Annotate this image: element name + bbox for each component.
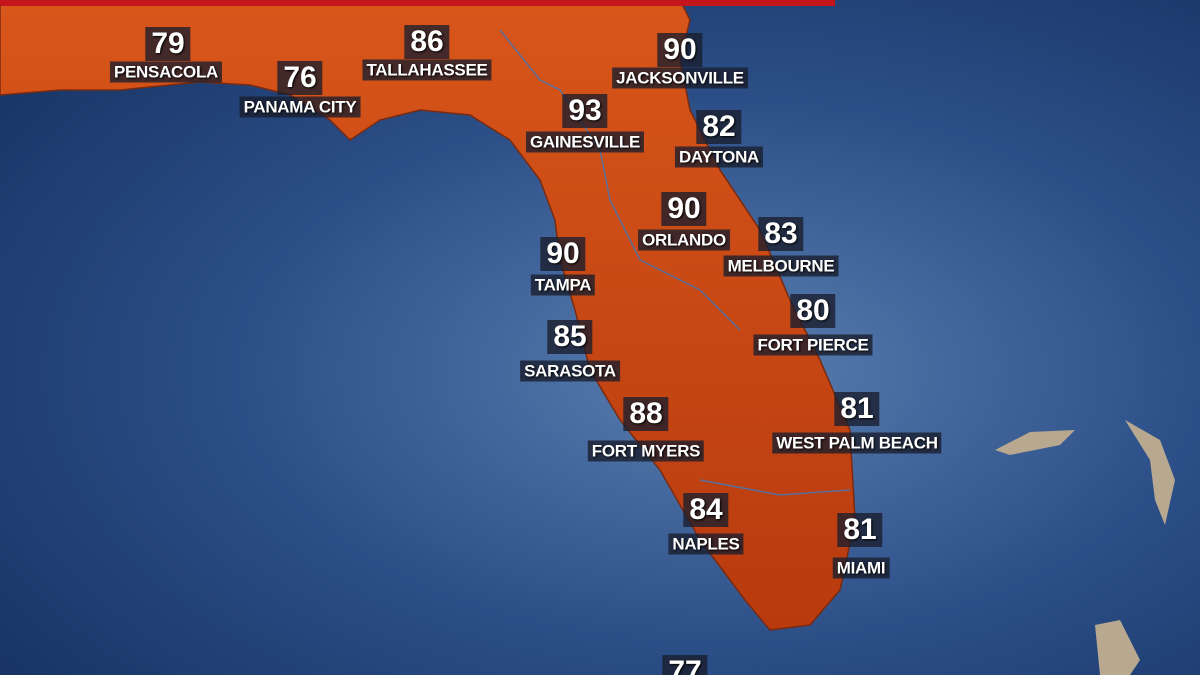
city-temperature: 93 [562,94,608,128]
city-temperature: 88 [623,397,669,431]
city-name: SARASOTA [520,360,620,382]
city-temperature: 90 [657,33,703,67]
city-name: PANAMA CITY [239,96,361,118]
city-temperature: 84 [683,493,729,527]
city-temperature: 77 [662,655,708,675]
city-name: ORLANDO [638,229,730,251]
city-name: MIAMI [832,557,890,579]
city-temperature: 76 [277,61,323,95]
city-name: PENSACOLA [109,61,223,83]
city-name: FORT PIERCE [753,334,873,356]
bahamas [995,420,1175,675]
city-temperature: 82 [696,110,742,144]
city-temperature: 81 [837,513,883,547]
top-bar [0,0,835,6]
city-temperature: 90 [661,192,707,226]
city-name: JACKSONVILLE [612,67,748,89]
city-name: MELBOURNE [723,255,839,277]
city-name: FORT MYERS [587,440,705,462]
city-temperature: 85 [547,320,593,354]
city-name: WEST PALM BEACH [772,432,942,454]
city-temperature: 79 [145,27,191,61]
city-name: GAINESVILLE [525,131,645,153]
city-temperature: 83 [758,217,804,251]
city-name: TALLAHASSEE [362,59,492,81]
city-name: NAPLES [668,533,744,555]
city-temperature: 80 [790,294,836,328]
city-temperature: 86 [404,25,450,59]
city-temperature: 90 [540,237,586,271]
city-name: DAYTONA [674,146,764,168]
city-temperature: 81 [834,392,880,426]
city-name: TAMPA [530,274,596,296]
rivers [499,29,851,496]
